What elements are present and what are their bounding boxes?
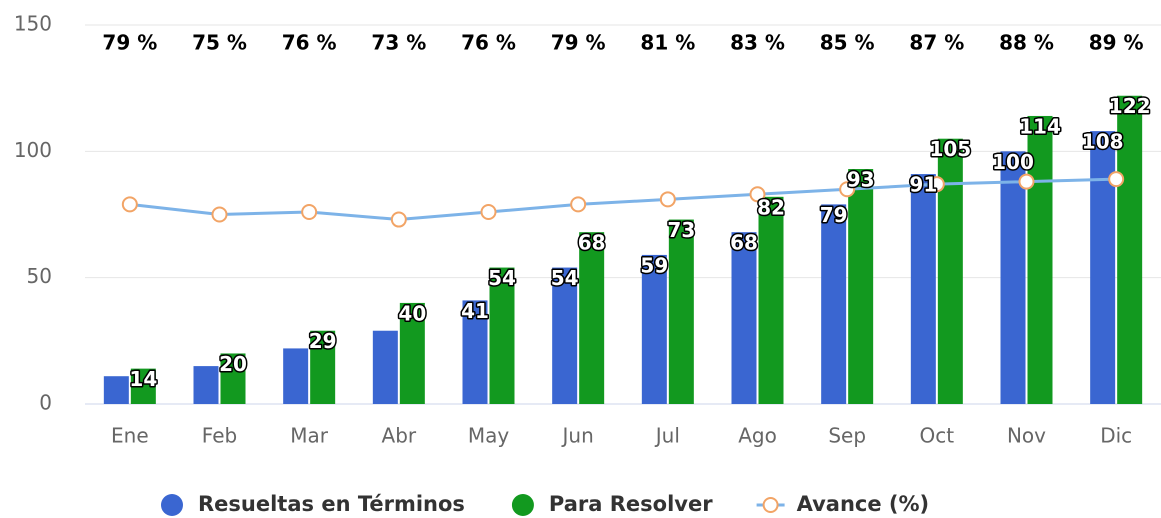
line xyxy=(129,177,1117,222)
bar xyxy=(1090,131,1116,404)
bar xyxy=(579,232,605,404)
bar xyxy=(731,232,757,404)
bar xyxy=(103,376,129,404)
data-label: 75 % xyxy=(192,31,247,55)
line-marker xyxy=(301,203,318,220)
data-label: 59 xyxy=(640,253,668,277)
line-marker xyxy=(1018,173,1035,190)
data-label: 68 xyxy=(578,231,606,255)
y-tick-label: 50 xyxy=(27,264,52,288)
line-marker xyxy=(659,191,676,208)
bar xyxy=(821,204,847,404)
data-label: 87 % xyxy=(909,31,964,55)
data-label: 79 % xyxy=(551,31,606,55)
data-label: 79 % xyxy=(102,31,157,55)
line-marker xyxy=(390,211,407,228)
data-label: 91 xyxy=(909,173,937,197)
data-label: 85 % xyxy=(820,31,875,55)
data-label: 20 xyxy=(219,352,247,376)
data-label: 79 xyxy=(820,203,848,227)
legend-label[interactable]: Resueltas en Términos xyxy=(198,492,465,516)
data-label: 76 % xyxy=(282,31,337,55)
bar xyxy=(641,254,667,404)
y-tick-label: 0 xyxy=(39,391,52,415)
bar xyxy=(283,348,309,404)
bar xyxy=(372,330,398,404)
x-tick-label: Nov xyxy=(1007,424,1046,448)
bar xyxy=(1117,95,1143,404)
data-label: 54 xyxy=(488,266,516,290)
x-tick-label: May xyxy=(468,424,510,448)
legend-marker[interactable] xyxy=(762,497,779,513)
data-label: 108 xyxy=(1082,130,1124,154)
x-tick-label: Feb xyxy=(202,424,237,448)
x-tick-label: Abr xyxy=(382,424,417,448)
x-tick-label: Ago xyxy=(738,424,777,448)
bar xyxy=(399,302,425,404)
data-label: 81 % xyxy=(640,31,695,55)
data-label: 29 xyxy=(309,329,337,353)
data-label: 88 % xyxy=(999,31,1054,55)
data-label: 40 xyxy=(398,301,426,325)
bar xyxy=(758,196,784,404)
bar xyxy=(462,300,488,404)
bar xyxy=(1027,115,1053,405)
x-tick-label: Jul xyxy=(654,424,680,448)
bar xyxy=(668,219,694,404)
data-label: 76 % xyxy=(461,31,516,55)
line-marker xyxy=(121,196,138,213)
bar xyxy=(489,267,515,404)
data-label: 93 xyxy=(847,168,875,192)
line-marker xyxy=(839,181,856,198)
bar xyxy=(193,366,219,404)
data-label: 122 xyxy=(1109,94,1151,118)
bar xyxy=(848,169,874,404)
bar xyxy=(910,174,936,404)
line-marker xyxy=(928,176,945,193)
data-label: 83 % xyxy=(730,31,785,55)
data-label: 54 xyxy=(551,266,579,290)
line-marker xyxy=(480,203,497,220)
bar xyxy=(552,267,578,404)
data-label: 73 % xyxy=(371,31,426,55)
data-label: 89 % xyxy=(1089,31,1144,55)
bar xyxy=(1000,151,1026,404)
x-tick-label: Sep xyxy=(828,424,866,448)
bar xyxy=(130,368,156,404)
data-label: 100 xyxy=(992,150,1034,174)
legend-label[interactable]: Avance (%) xyxy=(797,492,930,516)
legend-label[interactable]: Para Resolver xyxy=(549,492,713,516)
data-label: 82 xyxy=(757,195,785,219)
x-tick-label: Jun xyxy=(561,424,594,448)
line-marker xyxy=(1108,171,1125,188)
line-marker xyxy=(570,196,587,213)
x-tick-label: Oct xyxy=(920,424,955,448)
bar xyxy=(220,353,246,404)
y-tick-label: 150 xyxy=(14,12,52,36)
x-tick-label: Mar xyxy=(290,424,329,448)
legend-marker[interactable] xyxy=(161,494,183,516)
line-marker xyxy=(211,206,228,223)
data-label: 68 xyxy=(730,231,758,255)
x-tick-label: Ene xyxy=(111,424,149,448)
line-marker xyxy=(749,186,766,203)
bar xyxy=(310,330,336,404)
data-label: 41 xyxy=(461,299,489,323)
y-tick-label: 100 xyxy=(14,138,52,162)
data-label: 114 xyxy=(1019,114,1061,138)
x-tick-label: Dic xyxy=(1100,424,1132,448)
data-label: 14 xyxy=(129,367,157,391)
data-label: 105 xyxy=(929,137,971,161)
legend-marker[interactable] xyxy=(511,494,534,516)
data-label: 73 xyxy=(667,218,695,242)
